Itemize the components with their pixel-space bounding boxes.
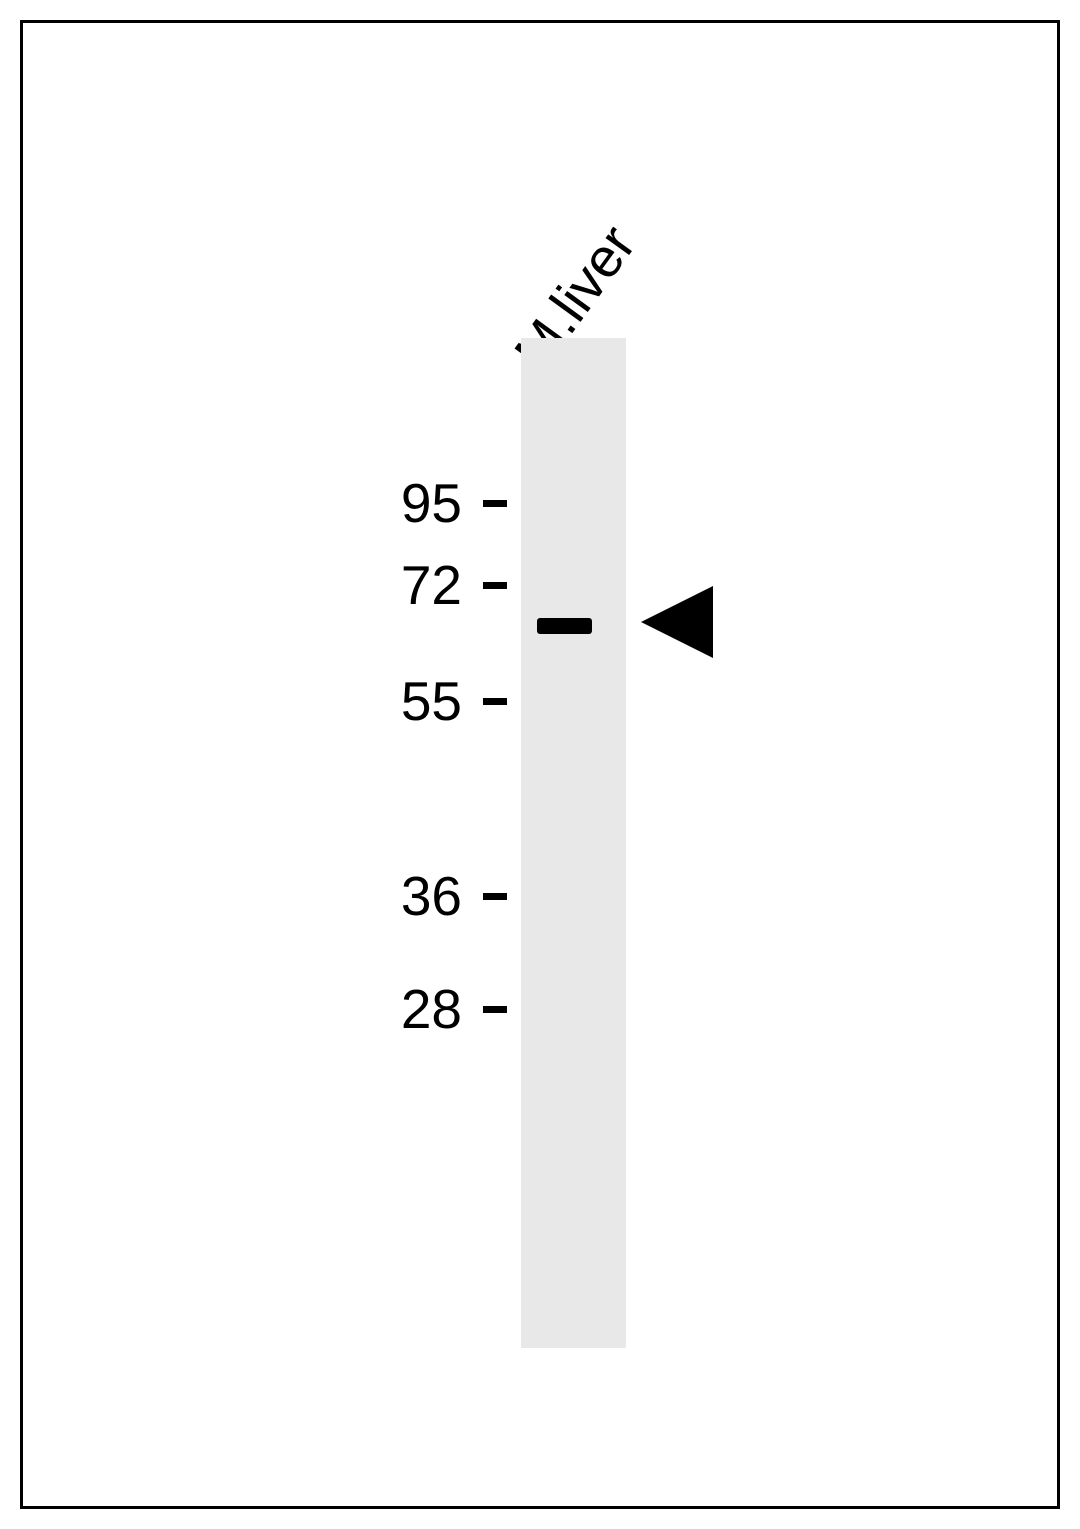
marker-label-28: 28 [342,977,462,1041]
marker-tick-72 [483,582,507,589]
marker-tick-95 [483,500,507,507]
lane-strip [521,338,626,1348]
marker-label-95: 95 [342,471,462,535]
blot-frame: M.liver 9572553628 [20,20,1060,1509]
band-arrow-icon [641,586,713,658]
marker-tick-55 [483,698,507,705]
marker-label-72: 72 [342,553,462,617]
detected-band [537,618,592,634]
marker-label-36: 36 [342,864,462,928]
blot-container: M.liver 9572553628 [23,23,1057,1506]
marker-label-55: 55 [342,669,462,733]
marker-tick-28 [483,1006,507,1013]
marker-tick-36 [483,893,507,900]
